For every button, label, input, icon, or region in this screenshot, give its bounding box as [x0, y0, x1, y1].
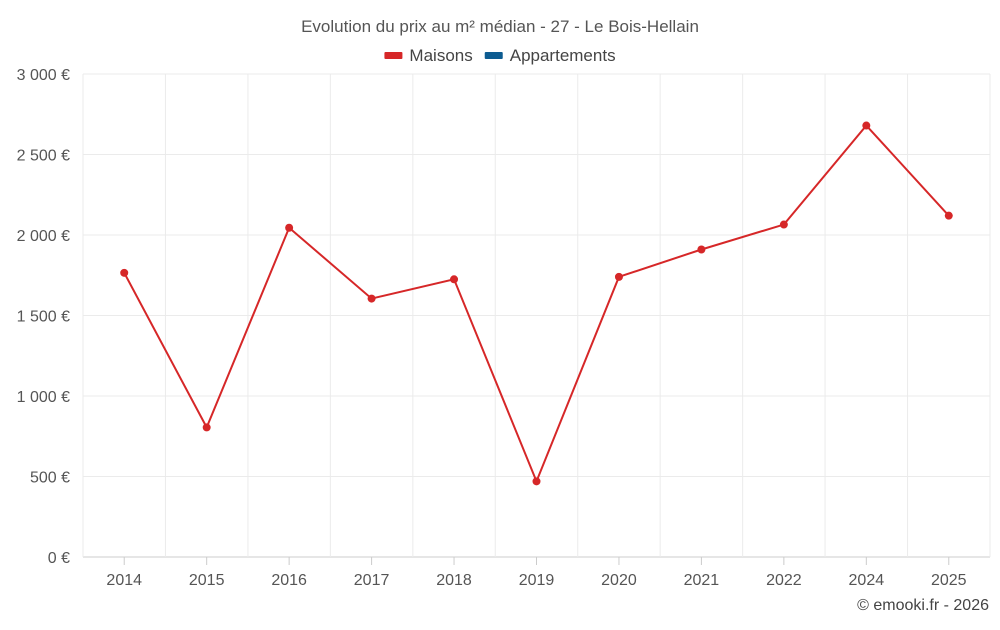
y-tick-label: 1 500 € — [17, 309, 70, 326]
y-axis: 0 € 500 € 1 000 € 1 500 € 2 000 € 2 500 € 3 00… — [17, 67, 70, 567]
y-tick-label: 2 000 € — [17, 228, 70, 245]
legend-item-maisons[interactable]: Maisons — [384, 46, 473, 65]
y-tick-label: 0 € — [48, 550, 70, 567]
x-tick-label: 2018 — [436, 572, 472, 589]
data-point[interactable] — [285, 223, 294, 232]
credit-text: © emooki.fr - 2026 — [857, 597, 989, 614]
legend-swatch — [384, 52, 403, 59]
x-tick-label: 2024 — [849, 572, 885, 589]
data-point[interactable] — [367, 294, 376, 303]
data-point[interactable] — [862, 121, 871, 130]
legend-label: Maisons — [409, 46, 472, 65]
y-tick-label: 2 500 € — [17, 148, 70, 165]
legend-label: Appartements — [510, 46, 616, 65]
data-point[interactable] — [944, 211, 953, 220]
x-tick-label: 2017 — [354, 572, 390, 589]
data-point[interactable] — [202, 423, 211, 432]
x-tick-label: 2021 — [684, 572, 720, 589]
legend: Maisons Appartements — [384, 46, 616, 65]
data-point[interactable] — [120, 268, 129, 277]
x-tick-label: 2020 — [601, 572, 637, 589]
data-point[interactable] — [532, 477, 541, 486]
x-tick-label: 2025 — [931, 572, 967, 589]
chart-title: Evolution du prix au m² médian - 27 - Le… — [301, 17, 699, 36]
y-tick-label: 500 € — [30, 470, 70, 487]
legend-swatch — [484, 52, 503, 59]
x-tick-label: 2014 — [106, 572, 142, 589]
x-tick-label: 2016 — [271, 572, 307, 589]
x-tick-label: 2019 — [519, 572, 555, 589]
y-tick-label: 1 000 € — [17, 389, 70, 406]
series — [120, 121, 953, 486]
data-point[interactable] — [614, 272, 623, 281]
x-tick-label: 2015 — [189, 572, 225, 589]
y-tick-label: 3 000 € — [17, 67, 70, 84]
data-point[interactable] — [697, 245, 706, 254]
x-axis: 2014 2015 2016 2017 2018 2019 2020 2021 2022 2024… — [106, 557, 967, 589]
data-point[interactable] — [450, 275, 459, 284]
grid — [82, 73, 991, 558]
data-point[interactable] — [779, 220, 788, 229]
x-tick-label: 2022 — [766, 572, 802, 589]
legend-item-appartements[interactable]: Appartements — [484, 46, 616, 65]
